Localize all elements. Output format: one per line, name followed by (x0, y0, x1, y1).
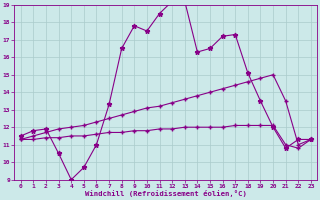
X-axis label: Windchill (Refroidissement éolien,°C): Windchill (Refroidissement éolien,°C) (85, 190, 247, 197)
